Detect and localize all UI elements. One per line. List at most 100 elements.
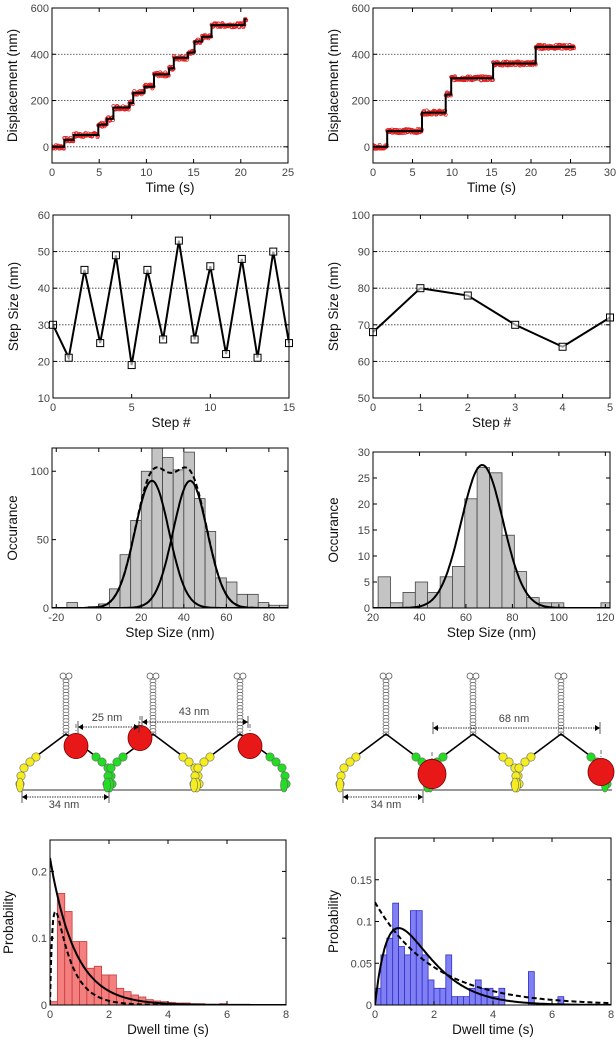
hist-bar xyxy=(130,520,142,608)
yellow-bead xyxy=(339,763,349,773)
plot-area xyxy=(373,215,610,398)
x-tick-label: 10 xyxy=(140,167,152,179)
x-tick-label: 100 xyxy=(550,612,568,624)
y-tick-label: 600 xyxy=(31,3,49,15)
x-tick-label: 30 xyxy=(604,167,616,179)
x-tick-label: 20 xyxy=(135,612,147,624)
green-bead xyxy=(271,757,281,767)
x-tick-label: 0 xyxy=(50,402,56,414)
green-bead xyxy=(112,757,122,767)
x-tick-label: 20 xyxy=(235,167,247,179)
y-tick-label: 25 xyxy=(358,473,370,485)
step-marker xyxy=(64,353,73,362)
hist-bar xyxy=(457,996,464,1005)
cargo-head-red xyxy=(417,758,447,790)
y-tick-label: 60 xyxy=(358,356,370,368)
plot-marks xyxy=(373,463,610,608)
green-bead xyxy=(106,763,116,773)
step-marker xyxy=(127,361,136,370)
step-marker xyxy=(190,335,199,344)
y-tick-label: 80 xyxy=(358,283,370,295)
y-axis-label: Probability xyxy=(326,890,341,953)
fit-curve-gaussian_sum xyxy=(52,466,288,608)
x-axis-label: Time (s) xyxy=(467,180,516,195)
yellow-bead xyxy=(184,757,194,767)
plot-marks xyxy=(50,857,286,1005)
x-tick-label: 60 xyxy=(220,612,232,624)
step-size-line xyxy=(372,287,611,348)
x-tick-label: 15 xyxy=(283,402,295,414)
y-tick-label: 20 xyxy=(358,499,370,511)
step-marker xyxy=(96,339,105,348)
hist-bar xyxy=(79,941,88,1005)
step-marker xyxy=(80,265,89,274)
plot-marks xyxy=(52,448,288,608)
yellow-bead xyxy=(345,757,355,767)
chart-A1: 0 5 10 15 20 25 0 200 400 600 Time (s) Displacement… xyxy=(5,3,294,195)
step-marker xyxy=(111,251,120,260)
hist-bar xyxy=(433,987,441,1005)
y-tick-label: 30 xyxy=(358,447,370,459)
x-tick-label: 0 xyxy=(370,167,376,179)
step-size-line xyxy=(52,240,290,366)
chart-C2: 20 40 60 80 100 120 0 5 10 15 20 25 30 Step Size (nm)… xyxy=(326,447,615,640)
plot-marks xyxy=(52,16,249,151)
chart-A2: 0 5 10 15 20 25 30 0 200 400 600 Time (s) Displaceme… xyxy=(326,3,616,195)
hist-bar xyxy=(427,979,435,1005)
step-fit-line xyxy=(373,45,575,148)
y-tick-label: 0.1 xyxy=(357,917,372,929)
x-tick-label: 25 xyxy=(564,167,576,179)
y-tick-label: 0 xyxy=(43,142,49,154)
hist-bar xyxy=(409,910,417,1005)
x-tick-label: 4 xyxy=(490,1009,496,1021)
x-tick-label: 2 xyxy=(431,1009,437,1021)
dim-label-34nm-right: 34 nm xyxy=(371,799,402,811)
hist-bar xyxy=(392,902,400,1005)
y-tick-label: 400 xyxy=(31,49,49,61)
x-tick-label: 0 xyxy=(370,402,376,414)
y-axis-label: Step Size (nm) xyxy=(326,262,341,351)
x-tick-label: 80 xyxy=(263,612,275,624)
x-axis-label: Time (s) xyxy=(146,180,195,195)
hist-bar xyxy=(439,987,447,1005)
x-tick-label: 8 xyxy=(608,1009,614,1021)
x-axis-label: Step # xyxy=(472,415,512,430)
yellow-bead xyxy=(520,757,530,767)
chart-B1: 0 5 10 15 10 20 30 40 50 60 Step # Step Size (nm) xyxy=(6,210,295,430)
x-tick-label: 8 xyxy=(283,1009,289,1021)
plot-marks xyxy=(373,42,577,151)
green-bead xyxy=(91,752,101,762)
x-tick-label: 6 xyxy=(224,1009,230,1021)
yellow-bead xyxy=(336,777,344,793)
y-tick-label: 10 xyxy=(358,551,370,563)
axes-frame xyxy=(51,447,289,609)
diagram-motor-right xyxy=(335,672,615,803)
x-tick-label: 2 xyxy=(465,402,471,414)
yellow-bead xyxy=(178,752,188,762)
y-tick-label: 0 xyxy=(366,1000,372,1012)
dim-label-34nm-left: 34 nm xyxy=(49,799,80,811)
coiled-coil-stalk xyxy=(146,672,160,736)
y-tick-label: 0.2 xyxy=(32,866,47,878)
x-tick-label: 2 xyxy=(106,1009,112,1021)
green-bead xyxy=(103,777,111,793)
x-tick-label: 5 xyxy=(96,167,102,179)
hist-bar xyxy=(427,592,441,608)
yellow-bead xyxy=(25,757,35,767)
hist-bar xyxy=(476,467,490,608)
x-tick-label: 0 xyxy=(372,1009,378,1021)
chart-D1: 0 2 4 6 8 0 0.1 0.2 Dwell time (s) Probability xyxy=(1,839,289,1037)
x-tick-label: 1 xyxy=(417,402,423,414)
y-tick-label: 0.05 xyxy=(351,958,372,970)
x-tick-label: 80 xyxy=(506,612,518,624)
hist-bar xyxy=(498,987,506,1005)
step-marker xyxy=(416,284,425,293)
step-marker xyxy=(237,254,246,263)
x-tick-label: 0 xyxy=(96,612,102,624)
hist-bar xyxy=(50,1001,58,1005)
chart-B2: 0 1 2 3 4 5 50 60 70 80 90 100 Step # Step Size (nm) xyxy=(326,210,614,430)
x-tick-label: 15 xyxy=(485,167,497,179)
plot-area xyxy=(373,8,610,163)
